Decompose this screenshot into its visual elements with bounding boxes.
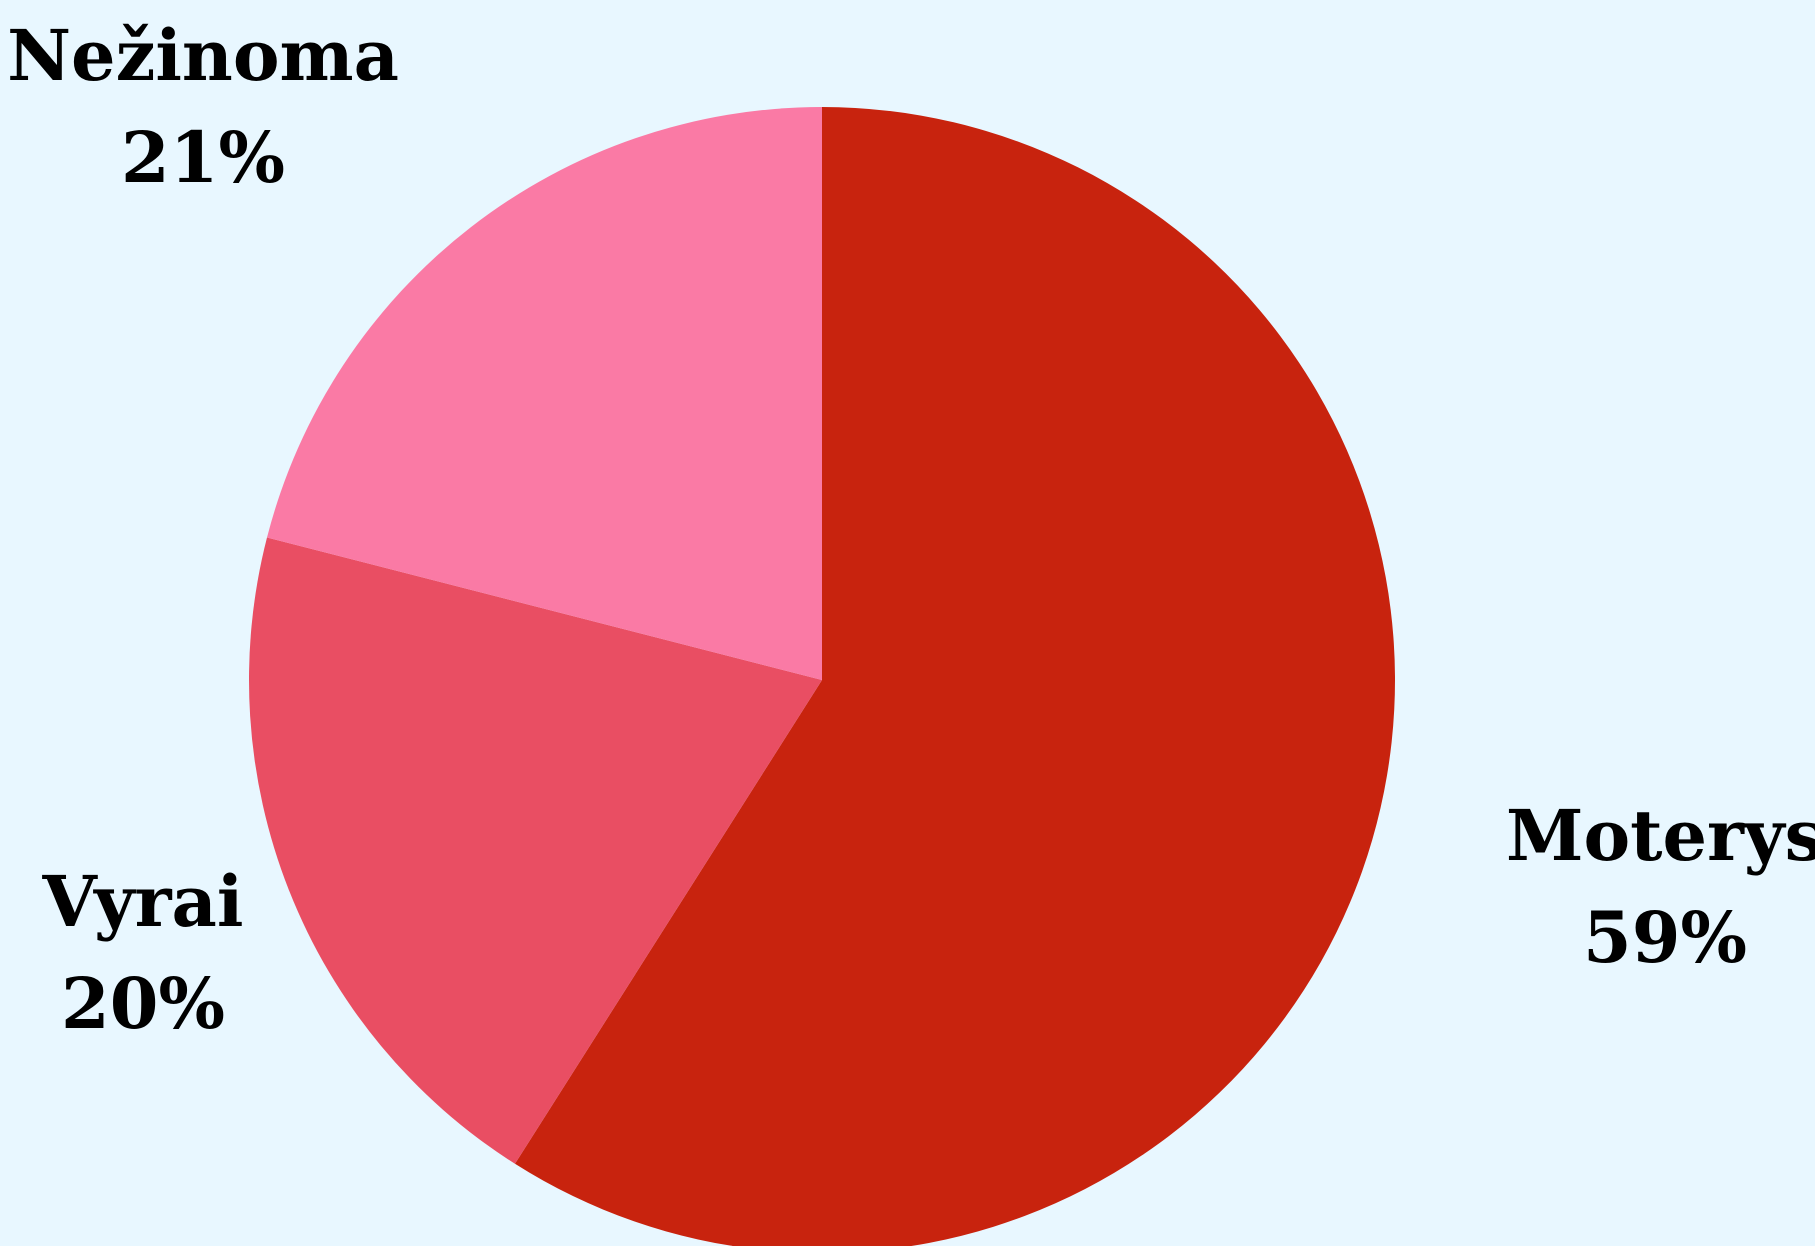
slice-value-moterys: 59% xyxy=(1583,896,1747,979)
pie-slice-nežinoma xyxy=(267,107,822,680)
slice-label-moterys: Moterys xyxy=(1506,794,1815,877)
pie-labels: Moterys 59% Vyrai 20% Nežinoma 21% xyxy=(7,14,1815,1045)
slice-label-vyrai: Vyrai xyxy=(42,860,244,943)
pie-slice-moterys xyxy=(514,107,1395,1246)
pie-slices xyxy=(248,107,1395,1246)
slice-value-nežinoma: 21% xyxy=(121,116,285,199)
slice-value-vyrai: 20% xyxy=(61,962,225,1045)
slice-label-nežinoma: Nežinoma xyxy=(7,14,399,97)
pie-slice-vyrai xyxy=(248,537,822,1164)
